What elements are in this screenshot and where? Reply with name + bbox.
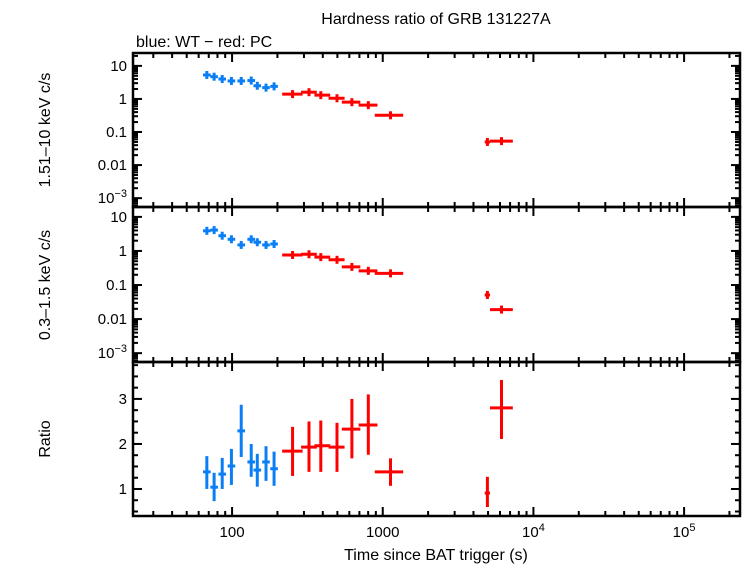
y-axis-label-soft: 0.3–1.5 keV c/s xyxy=(37,230,54,340)
y-tick-label: 10−3 xyxy=(98,343,127,362)
x-tick-label: 1000 xyxy=(366,524,399,541)
x-tick-label: 105 xyxy=(673,522,696,541)
panel-frame xyxy=(131,205,742,364)
y-tick-label: 10 xyxy=(110,58,127,75)
y-tick-label: 0.01 xyxy=(98,157,127,174)
y-tick-label: 0.01 xyxy=(98,311,127,328)
x-tick-label: 104 xyxy=(522,522,545,541)
y-tick-label: 1 xyxy=(119,91,127,108)
y-tick-label: 0.1 xyxy=(106,124,127,141)
y-tick-label: 1 xyxy=(119,481,127,498)
chart-subtitle: blue: WT − red: PC xyxy=(136,34,272,51)
panel-frame xyxy=(131,360,742,518)
x-tick-label: 100 xyxy=(220,524,245,541)
y-axis-label-hard: 1.51–10 keV c/s xyxy=(37,73,54,188)
y-tick-label: 10 xyxy=(110,209,127,226)
x-axis-label: Time since BAT trigger (s) xyxy=(344,547,528,564)
y-tick-label: 10−3 xyxy=(98,188,127,207)
y-tick-label: 3 xyxy=(119,391,127,408)
chart-title: Hardness ratio of GRB 131227A xyxy=(321,11,551,28)
y-axis-label-ratio: Ratio xyxy=(37,420,54,457)
y-tick-label: 0.1 xyxy=(106,277,127,294)
y-tick-label: 2 xyxy=(119,436,127,453)
panel-frame xyxy=(131,51,742,209)
y-tick-label: 1 xyxy=(119,243,127,260)
